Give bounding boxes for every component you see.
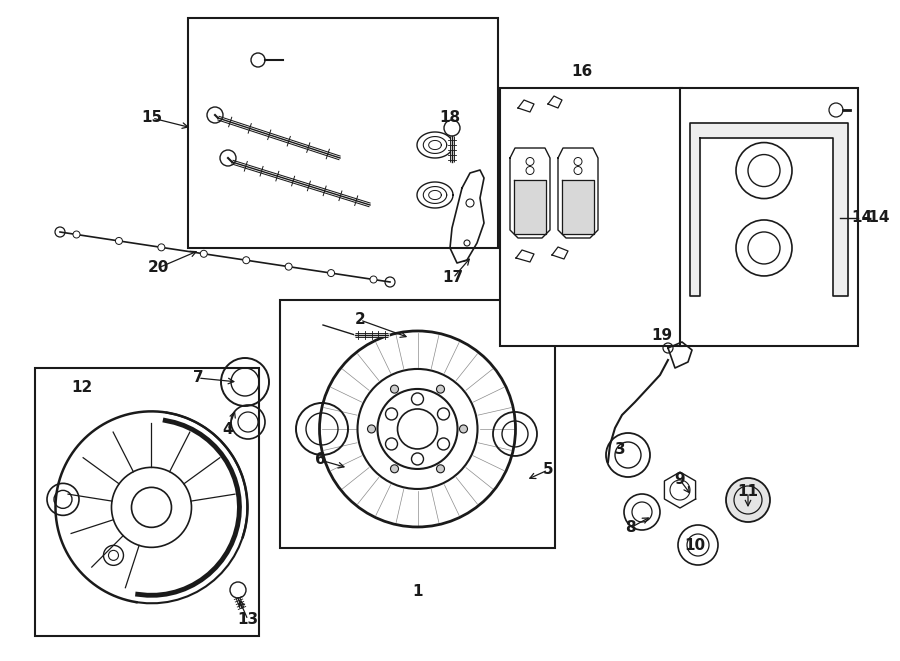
Bar bbox=[680, 88, 858, 346]
Circle shape bbox=[437, 438, 449, 450]
Circle shape bbox=[411, 393, 424, 405]
Text: 18: 18 bbox=[439, 110, 461, 126]
Text: 19: 19 bbox=[652, 327, 672, 342]
Circle shape bbox=[73, 231, 80, 238]
Circle shape bbox=[115, 237, 122, 245]
Circle shape bbox=[460, 425, 467, 433]
Text: 13: 13 bbox=[238, 613, 258, 627]
Text: 15: 15 bbox=[141, 110, 163, 126]
Circle shape bbox=[437, 408, 449, 420]
Text: 5: 5 bbox=[543, 463, 553, 477]
Text: 17: 17 bbox=[443, 270, 464, 286]
Text: 11: 11 bbox=[737, 485, 759, 500]
Text: 4: 4 bbox=[222, 422, 233, 438]
Text: 7: 7 bbox=[193, 371, 203, 385]
Bar bbox=[35, 368, 259, 636]
Circle shape bbox=[370, 276, 377, 283]
Polygon shape bbox=[690, 123, 848, 296]
Bar bbox=[188, 18, 498, 248]
Circle shape bbox=[436, 385, 445, 393]
Text: 16: 16 bbox=[572, 65, 592, 79]
Circle shape bbox=[158, 244, 165, 251]
Text: 20: 20 bbox=[148, 260, 168, 276]
Circle shape bbox=[391, 385, 399, 393]
Text: -14: -14 bbox=[862, 210, 889, 225]
Text: 10: 10 bbox=[684, 537, 706, 553]
Text: 1: 1 bbox=[413, 584, 423, 600]
Bar bbox=[500, 88, 682, 346]
Circle shape bbox=[436, 465, 445, 473]
Circle shape bbox=[243, 256, 249, 264]
Circle shape bbox=[201, 251, 207, 257]
Circle shape bbox=[328, 270, 335, 276]
Text: 9: 9 bbox=[675, 473, 685, 488]
Text: 8: 8 bbox=[625, 520, 635, 535]
Text: 2: 2 bbox=[355, 313, 365, 327]
Circle shape bbox=[385, 438, 398, 450]
Polygon shape bbox=[514, 180, 546, 234]
Circle shape bbox=[726, 478, 770, 522]
Text: 12: 12 bbox=[71, 381, 93, 395]
Bar bbox=[280, 300, 555, 548]
Text: 3: 3 bbox=[615, 442, 626, 457]
Polygon shape bbox=[562, 180, 594, 234]
Text: 6: 6 bbox=[315, 453, 326, 467]
Circle shape bbox=[411, 453, 424, 465]
Circle shape bbox=[391, 465, 399, 473]
Circle shape bbox=[385, 408, 398, 420]
Text: 14: 14 bbox=[851, 210, 873, 225]
Circle shape bbox=[285, 263, 292, 270]
Circle shape bbox=[367, 425, 375, 433]
